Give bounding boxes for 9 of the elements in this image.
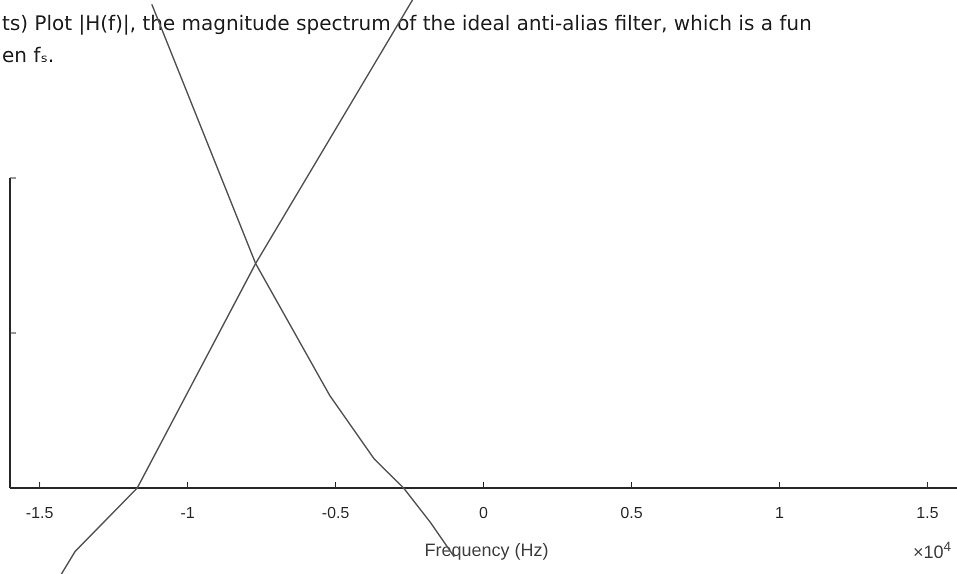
x-tick-label: 0 — [479, 505, 488, 522]
annotation: ×10$^{4}$ — [912, 538, 952, 562]
x-tick-label: 0.5 — [620, 505, 643, 522]
x-tick-label: -1 — [180, 505, 195, 522]
x-tick-label: -0.5 — [322, 505, 350, 522]
x-tick-label: 1.5 — [916, 505, 939, 522]
x-tick-label: 1 — [774, 505, 784, 522]
x-tick-label: -1.5 — [26, 505, 54, 522]
annotation: en fₛ. — [2, 43, 54, 67]
